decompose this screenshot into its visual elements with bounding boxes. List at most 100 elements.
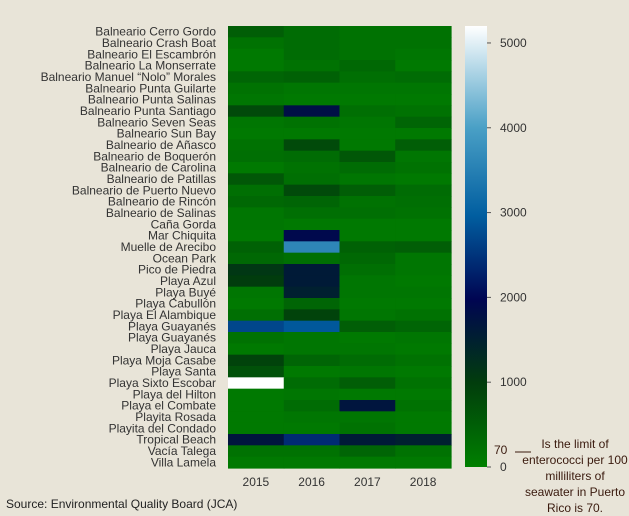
heatmap-cell [228,241,285,254]
heatmap-cell [339,377,396,390]
colorbar-ticks: 0 1000 2000 3000 4000 5000 [487,36,527,474]
heatmap-cell [395,320,452,333]
heatmap-cell [395,252,452,265]
heatmap-cell [283,173,341,186]
heatmap-cell [339,286,396,299]
row-label: Mar Chiquita [148,229,216,243]
heatmap-cell [228,264,285,276]
heatmap-cell [339,162,396,174]
row-label: Balneario de Salinas [106,206,216,220]
heatmap-cell [339,150,396,163]
row-label: Ocean Park [153,251,217,265]
limit-note: Is the limit of enterococci per 100 mill… [522,437,628,515]
heatmap-cell [395,434,452,446]
heatmap-cell [339,354,396,367]
heatmap-cell [395,173,452,186]
heatmap-cell [395,196,452,208]
heatmap-cell [339,139,396,152]
heatmap-cell [228,60,285,72]
colorbar-tick-label: 0 [500,460,507,474]
heatmap-cell [395,241,452,254]
row-label: Playa El Alambique [113,308,217,322]
heatmap-cell [395,150,452,163]
heatmap-cell [395,116,452,129]
column-label: 2016 [298,475,325,489]
heatmap-cell [228,71,285,84]
heatmap-cell [395,162,452,174]
heatmap-cell [228,354,285,367]
heatmap-cell [395,71,452,84]
heatmap-cell [339,411,396,424]
heatmap-cell [283,264,341,276]
row-label: Villa Lamela [151,455,216,469]
heatmap-cell [283,445,341,458]
heatmap-cell [339,48,396,61]
row-label: Balneario de Añasco [106,138,216,152]
row-label: Vacía Talega [148,444,217,458]
heatmap-cell [339,105,396,118]
colorbar-tick-label: 2000 [500,290,527,304]
heatmap-cell [283,400,341,412]
heatmap-cell [395,139,452,152]
row-label: Playa Moja Casabe [112,353,216,367]
heatmap-cell [228,343,285,356]
heatmap-cell [228,366,285,378]
heatmap-cell [228,422,285,435]
heatmap-cell [283,128,341,140]
heatmap-cell [395,184,452,197]
heatmap-cells [228,26,452,469]
heatmap-cell [339,422,396,435]
heatmap-cell [228,150,285,163]
heatmap-cell [228,94,285,106]
heatmap-cell [395,298,452,310]
heatmap-cell [228,230,285,242]
heatmap-cell [339,26,396,38]
heatmap-cell [283,286,341,299]
heatmap-cell [228,207,285,220]
heatmap-cell [283,434,341,446]
row-label: Balneario Punta Salinas [88,93,216,107]
heatmap-cell [228,162,285,174]
heatmap-cell [339,332,396,344]
heatmap-cell [395,366,452,378]
colorbar-tick-label: 3000 [500,206,527,220]
heatmap-cell [339,264,396,276]
heatmap-cell [395,82,452,95]
heatmap-cell [283,37,341,50]
heatmap-cell [395,422,452,435]
row-label: Balneario Punta Guilarte [85,81,216,95]
heatmap-cell [228,173,285,186]
heatmap-cell [395,456,452,469]
row-label: Playa Guayanés [128,331,216,345]
heatmap-cell [228,128,285,140]
heatmap-cell [339,37,396,50]
heatmap-cell [395,105,452,118]
heatmap-cell [339,445,396,458]
heatmap-cell [339,60,396,72]
heatmap-cell [283,218,341,231]
heatmap-cell [228,252,285,265]
heatmap-cell [283,275,341,288]
row-label: Balneario Sun Bay [117,127,216,141]
heatmap-cell [283,184,341,197]
heatmap-cell [395,400,452,412]
heatmap-cell [395,377,452,390]
heatmap-cell [339,241,396,254]
heatmap-cell [283,411,341,424]
heatmap-cell [283,82,341,95]
heatmap-cell [395,218,452,231]
heatmap-cell [228,37,285,50]
heatmap-cell [395,26,452,38]
heatmap-cell [339,275,396,288]
heatmap-cell [339,343,396,356]
heatmap-cell [339,309,396,322]
row-label: Playa Buyé [155,285,216,299]
row-label: Playa el Combate [121,399,216,413]
heatmap-cell [339,71,396,84]
heatmap-cell [339,400,396,412]
column-label: 2015 [243,475,270,489]
heatmap-cell [228,116,285,129]
heatmap-cell [283,388,341,401]
heatmap-cell [228,377,285,390]
colorbar-tick-label: 4000 [500,121,527,135]
